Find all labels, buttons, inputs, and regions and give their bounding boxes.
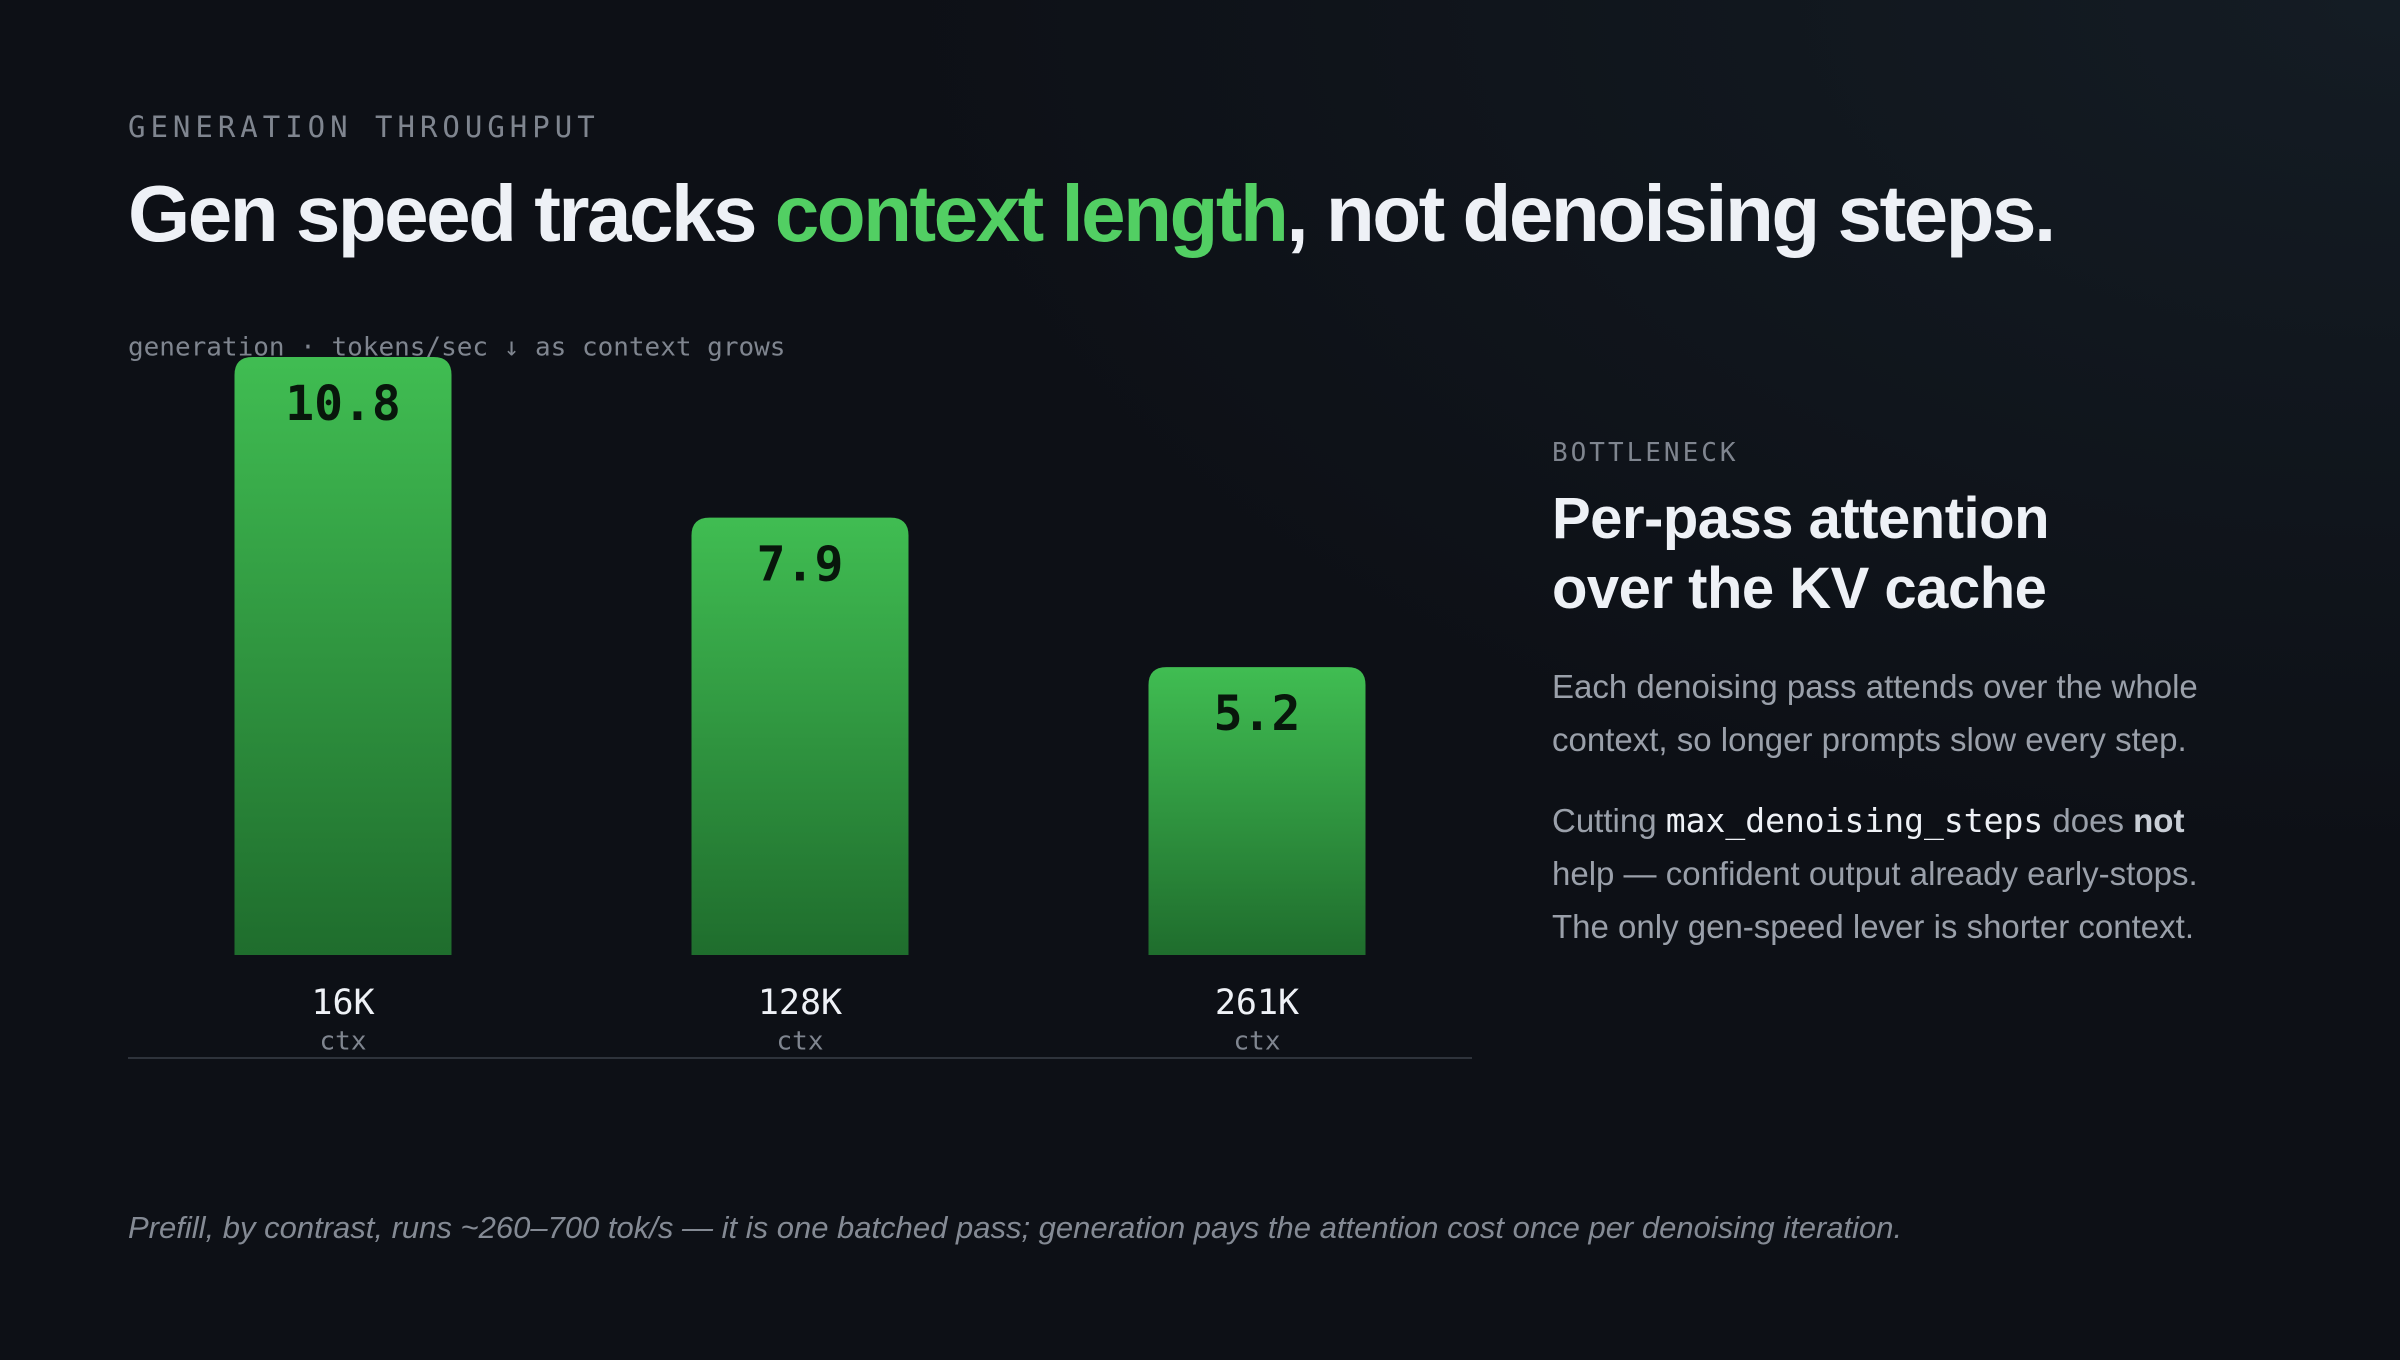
chart-subtitle: generation · tokens/sec ↓ as context gro… (128, 333, 785, 363)
value-label: 5.2 (1214, 686, 1301, 742)
x-tick-label: 16K (311, 983, 374, 1023)
x-tick-sublabel: ctx (320, 1027, 367, 1057)
x-tick-label: 261K (1215, 983, 1299, 1023)
headline-highlight: context length (774, 169, 1289, 258)
headline: Gen speed tracks context length, not den… (128, 168, 2056, 260)
text: help — confident output already early-st… (1552, 855, 2198, 945)
text: Cutting (1552, 802, 1666, 839)
value-label: 10.8 (285, 376, 401, 432)
bar (691, 517, 909, 955)
side-label: BOTTLENECK (1552, 438, 1739, 468)
x-tick-label: 128K (758, 983, 842, 1023)
code: max_denoising_steps (1665, 801, 2044, 840)
headline-text: Gen speed tracks (128, 169, 775, 258)
bar (234, 357, 452, 955)
bold-text: not (2133, 802, 2185, 839)
value-label: 7.9 (757, 537, 844, 593)
paragraph: Each denoising pass attends over the who… (1552, 668, 2198, 758)
bar (1148, 667, 1366, 955)
headline-text: , not denoising steps. (1286, 169, 2056, 258)
x-tick-sublabel: ctx (777, 1027, 824, 1057)
paragraph: Cutting max_denoising_steps does not hel… (1552, 794, 2252, 953)
text: does (2043, 802, 2134, 839)
footnote: Prefill, by contrast, runs ~260–700 tok/… (128, 1210, 1903, 1245)
side-title: Per-pass attention over the KV cache (1552, 486, 2050, 621)
chart: generation · tokens/sec ↓ as context gro… (128, 333, 1472, 1059)
eyebrow: GENERATION THROUGHPUT (128, 110, 600, 144)
side-panel: BOTTLENECK Per-pass attention over the K… (1552, 438, 2252, 953)
x-tick-sublabel: ctx (1234, 1027, 1281, 1057)
